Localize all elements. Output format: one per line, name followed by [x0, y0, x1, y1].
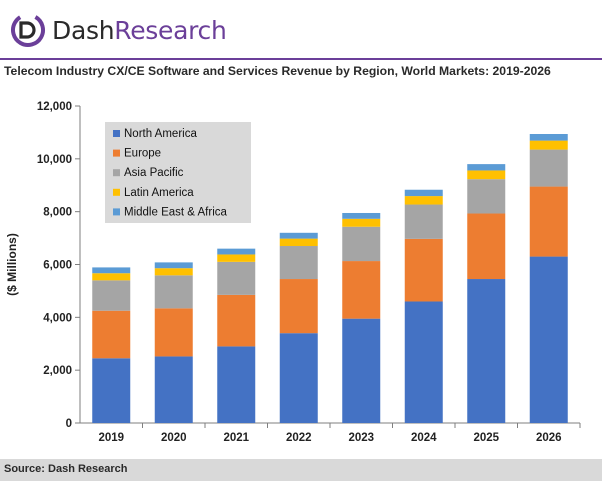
bar-segment-north-america — [342, 318, 381, 423]
bar-segment-europe — [217, 294, 256, 347]
legend-label: North America — [124, 128, 197, 140]
bar-segment-middle-east-africa — [342, 212, 381, 219]
bar-segment-middle-east-africa — [529, 134, 568, 141]
bar-segment-north-america — [529, 256, 568, 423]
legend-swatch — [113, 149, 120, 157]
bar-segment-europe — [279, 279, 318, 334]
bar-segment-asia-pacific — [217, 261, 256, 295]
x-tick-label: 2026 — [536, 432, 562, 444]
y-tick-label: 0 — [66, 418, 72, 430]
legend-swatch — [113, 169, 120, 177]
x-tick-label: 2022 — [286, 432, 312, 444]
bar-segment-asia-pacific — [92, 280, 131, 311]
bar-segment-latin-america — [529, 140, 568, 150]
bar-segment-asia-pacific — [342, 226, 381, 262]
legend-label: Asia Pacific — [124, 167, 184, 179]
bar-segment-north-america — [279, 333, 318, 423]
source-footer: Source: Dash Research — [0, 459, 602, 481]
bar-segment-europe — [154, 308, 193, 357]
bar-segment-europe — [467, 213, 506, 280]
bar-segment-north-america — [154, 356, 193, 423]
x-tick-label: 2024 — [411, 432, 437, 444]
header: DashResearch — [0, 0, 602, 58]
legend-label: Middle East & Africa — [124, 206, 228, 218]
y-tick-label: 2,000 — [43, 365, 72, 377]
bar-segment-asia-pacific — [404, 204, 443, 239]
bar-segment-middle-east-africa — [404, 189, 443, 197]
y-tick-label: 8,000 — [43, 207, 72, 219]
bar-segment-europe — [529, 186, 568, 257]
bar-segment-latin-america — [154, 268, 193, 276]
y-tick-label: 10,000 — [37, 154, 72, 166]
bar-segment-europe — [404, 238, 443, 302]
bar-segment-middle-east-africa — [154, 262, 193, 269]
bar-segment-latin-america — [342, 218, 381, 227]
x-tick-label: 2025 — [473, 432, 499, 444]
chart-title: Telecom Industry CX/CE Software and Serv… — [4, 64, 551, 78]
legend-box — [105, 122, 251, 223]
bar-segment-middle-east-africa — [467, 164, 506, 171]
x-tick-label: 2019 — [98, 432, 124, 444]
legend-swatch — [113, 208, 120, 216]
source-label: Source: Dash Research — [4, 463, 128, 475]
dash-research-logo[interactable]: DashResearch — [10, 10, 227, 50]
bar-segment-europe — [342, 261, 381, 319]
x-tick-label: 2023 — [348, 432, 374, 444]
x-tick-label: 2020 — [161, 432, 187, 444]
y-axis-title: ($ Millions) — [5, 233, 19, 296]
y-tick-label: 4,000 — [43, 312, 72, 324]
bar-segment-north-america — [92, 358, 131, 423]
bar-segment-latin-america — [217, 254, 256, 262]
logo-icon — [11, 13, 45, 47]
bar-segment-latin-america — [404, 196, 443, 205]
bar-segment-north-america — [467, 279, 506, 423]
bar-segment-asia-pacific — [529, 149, 568, 187]
legend-swatch — [113, 130, 120, 137]
logo-wordmark: DashResearch — [52, 15, 227, 45]
x-tick-label: 2021 — [223, 432, 249, 444]
legend-swatch — [113, 188, 120, 196]
y-tick-label: 12,000 — [37, 101, 72, 113]
header-divider — [0, 58, 602, 60]
bar-segment-asia-pacific — [154, 275, 193, 309]
stacked-bar-chart: 0 2,000 4,000 6,000 8,000 10,000 12,000 ($ Mill… — [5, 101, 581, 444]
bar-segment-asia-pacific — [279, 246, 318, 280]
legend-label: Latin America — [124, 187, 194, 199]
bar-segment-middle-east-africa — [92, 267, 131, 274]
bar-segment-europe — [92, 310, 131, 359]
bar-segment-latin-america — [92, 273, 131, 281]
bar-segment-latin-america — [467, 170, 506, 180]
bar-segment-middle-east-africa — [279, 232, 318, 239]
bar-segment-middle-east-africa — [217, 248, 256, 255]
bar-segment-latin-america — [279, 238, 318, 247]
bar-segment-north-america — [404, 301, 443, 423]
y-tick-label: 6,000 — [43, 260, 72, 272]
legend-label: Europe — [124, 148, 161, 160]
bar-segment-asia-pacific — [467, 179, 506, 214]
bar-segment-north-america — [217, 346, 256, 423]
